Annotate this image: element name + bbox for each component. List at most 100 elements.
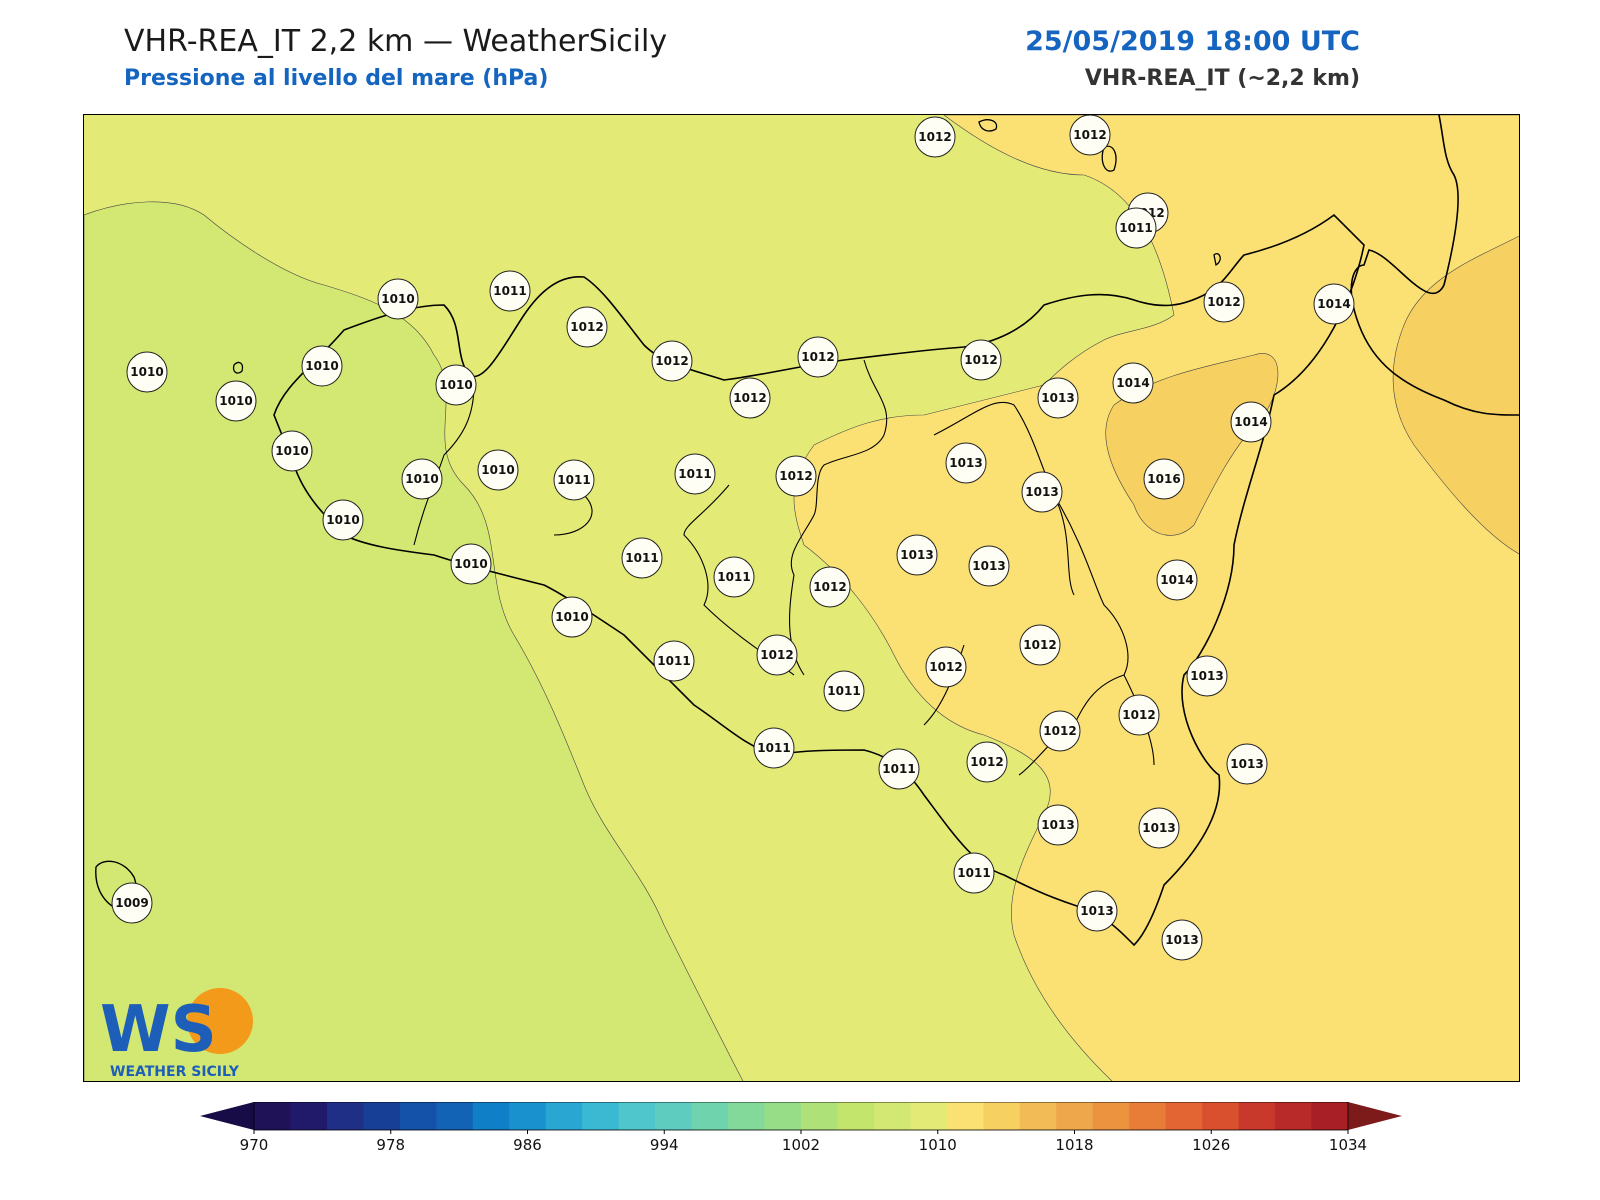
station-circle [1161, 919, 1203, 961]
station-marker: 1010 [477, 449, 519, 491]
variable-subtitle: Pressione al livello del mare (hPa) [124, 66, 549, 91]
station-pressure-label: 1012 [733, 391, 766, 405]
colorbar-tick-label: 1034 [1329, 1136, 1367, 1154]
station-circle [1156, 559, 1198, 601]
station-marker: 1011 [1115, 207, 1157, 249]
station-marker: 1013 [1037, 377, 1079, 419]
station-pressure-label: 1012 [1043, 724, 1076, 738]
station-marker: 1010 [377, 278, 419, 320]
colorbar-swatch [363, 1102, 401, 1130]
station-pressure-label: 1010 [555, 610, 588, 624]
station-pressure-label: 1011 [717, 570, 750, 584]
valid-datetime: 25/05/2019 18:00 UTC [1025, 26, 1360, 57]
station-marker: 1009 [111, 882, 153, 924]
station-circle [925, 646, 967, 688]
station-circle [551, 596, 593, 638]
field-band-1014-1016-east [1392, 235, 1519, 555]
svg-text:WEATHER SICILY: WEATHER SICILY [110, 1064, 240, 1080]
station-marker: 1010 [126, 351, 168, 393]
station-marker: 1011 [553, 459, 595, 501]
province-boundaries [413, 359, 1155, 776]
station-pressure-label: 1010 [439, 378, 472, 392]
colorbar-swatch [399, 1102, 437, 1130]
colorbar-tick-label: 1010 [919, 1136, 957, 1154]
station-marker: 1013 [1226, 743, 1268, 785]
pressure-colorbar: 970 978 986 994 1002 1010 1018 1026 1034 [200, 1101, 1402, 1162]
colorbar-swatch [1165, 1102, 1203, 1130]
station-pressure-label: 1010 [275, 444, 308, 458]
colorbar-swatch [1202, 1102, 1240, 1130]
station-marker: 1010 [401, 458, 443, 500]
station-pressure-label: 1011 [557, 473, 590, 487]
station-circle [713, 556, 755, 598]
colorbar-extend-low [200, 1102, 254, 1130]
colorbar-swatch [983, 1102, 1021, 1130]
station-marker: 1013 [1161, 919, 1203, 961]
station-marker: 1012 [809, 566, 851, 608]
station-marker: 1011 [674, 453, 716, 495]
station-pressure-label: 1011 [882, 762, 915, 776]
station-marker: 1012 [1118, 694, 1160, 736]
station-marker: 1012 [729, 377, 771, 419]
station-circle [271, 430, 313, 472]
station-pressure-label: 1010 [130, 365, 163, 379]
station-circle [1019, 624, 1061, 666]
station-pressure-label: 1012 [813, 580, 846, 594]
station-marker: 1012 [756, 634, 798, 676]
station-marker: 1013 [1021, 471, 1063, 513]
colorbar-extend-high [1348, 1102, 1402, 1130]
station-circle [1313, 283, 1355, 325]
station-marker: 1012 [775, 455, 817, 497]
station-circle [1039, 710, 1081, 752]
station-circle [322, 499, 364, 541]
station-circle [968, 545, 1010, 587]
station-pressure-label: 1012 [760, 648, 793, 662]
station-pressure-label: 1012 [964, 353, 997, 367]
station-marker: 1013 [1186, 655, 1228, 697]
station-marker: 1013 [968, 545, 1010, 587]
station-pressure-label: 1010 [219, 394, 252, 408]
station-circle [450, 543, 492, 585]
station-circle [301, 345, 343, 387]
station-circle [477, 449, 519, 491]
station-pressure-label: 1012 [929, 660, 962, 674]
colorbar-swatch [946, 1102, 984, 1130]
station-marker: 1011 [953, 852, 995, 894]
station-pressure-label: 1011 [657, 654, 690, 668]
colorbar-swatch [1056, 1102, 1094, 1130]
station-marker: 1011 [823, 670, 865, 712]
map-panel: 1012 1012 1012 1010 1011 1012 1011 1012 1014 1010… [83, 114, 1520, 1082]
colorbar-swatch [326, 1102, 364, 1130]
station-circle [1138, 807, 1180, 849]
station-marker: 1014 [1313, 283, 1355, 325]
station-circle [1230, 401, 1272, 443]
colorbar-swatch [873, 1102, 911, 1130]
station-pressure-label: 1011 [625, 551, 658, 565]
station-circle [1037, 377, 1079, 419]
colorbar-tick-label: 994 [650, 1136, 679, 1154]
station-circle [823, 670, 865, 712]
station-circle [809, 566, 851, 608]
station-pressure-label: 1011 [827, 684, 860, 698]
station-pressure-label: 1013 [1165, 933, 1198, 947]
colorbar-swatch [509, 1102, 547, 1130]
station-pressure-label: 1012 [801, 350, 834, 364]
station-pressure-label: 1012 [1023, 638, 1056, 652]
station-circle [126, 351, 168, 393]
aeolian-islands [978, 119, 1221, 267]
station-pressure-label: 1013 [1080, 904, 1113, 918]
station-marker: 1013 [945, 442, 987, 484]
station-circle [1186, 655, 1228, 697]
station-marker: 1014 [1156, 559, 1198, 601]
station-pressure-label: 1009 [115, 896, 148, 910]
station-circle [1112, 362, 1154, 404]
colorbar-swatch [582, 1102, 620, 1130]
station-pressure-label: 1010 [305, 359, 338, 373]
station-pressure-label: 1011 [1119, 221, 1152, 235]
station-circle [1203, 281, 1245, 323]
station-pressure-label: 1010 [381, 292, 414, 306]
station-circle [111, 882, 153, 924]
weathersicily-logo: WS WEATHER SICILY [98, 981, 258, 1081]
map-title: VHR-REA_IT 2,2 km — WeatherSicily [124, 24, 668, 59]
station-circle [797, 336, 839, 378]
